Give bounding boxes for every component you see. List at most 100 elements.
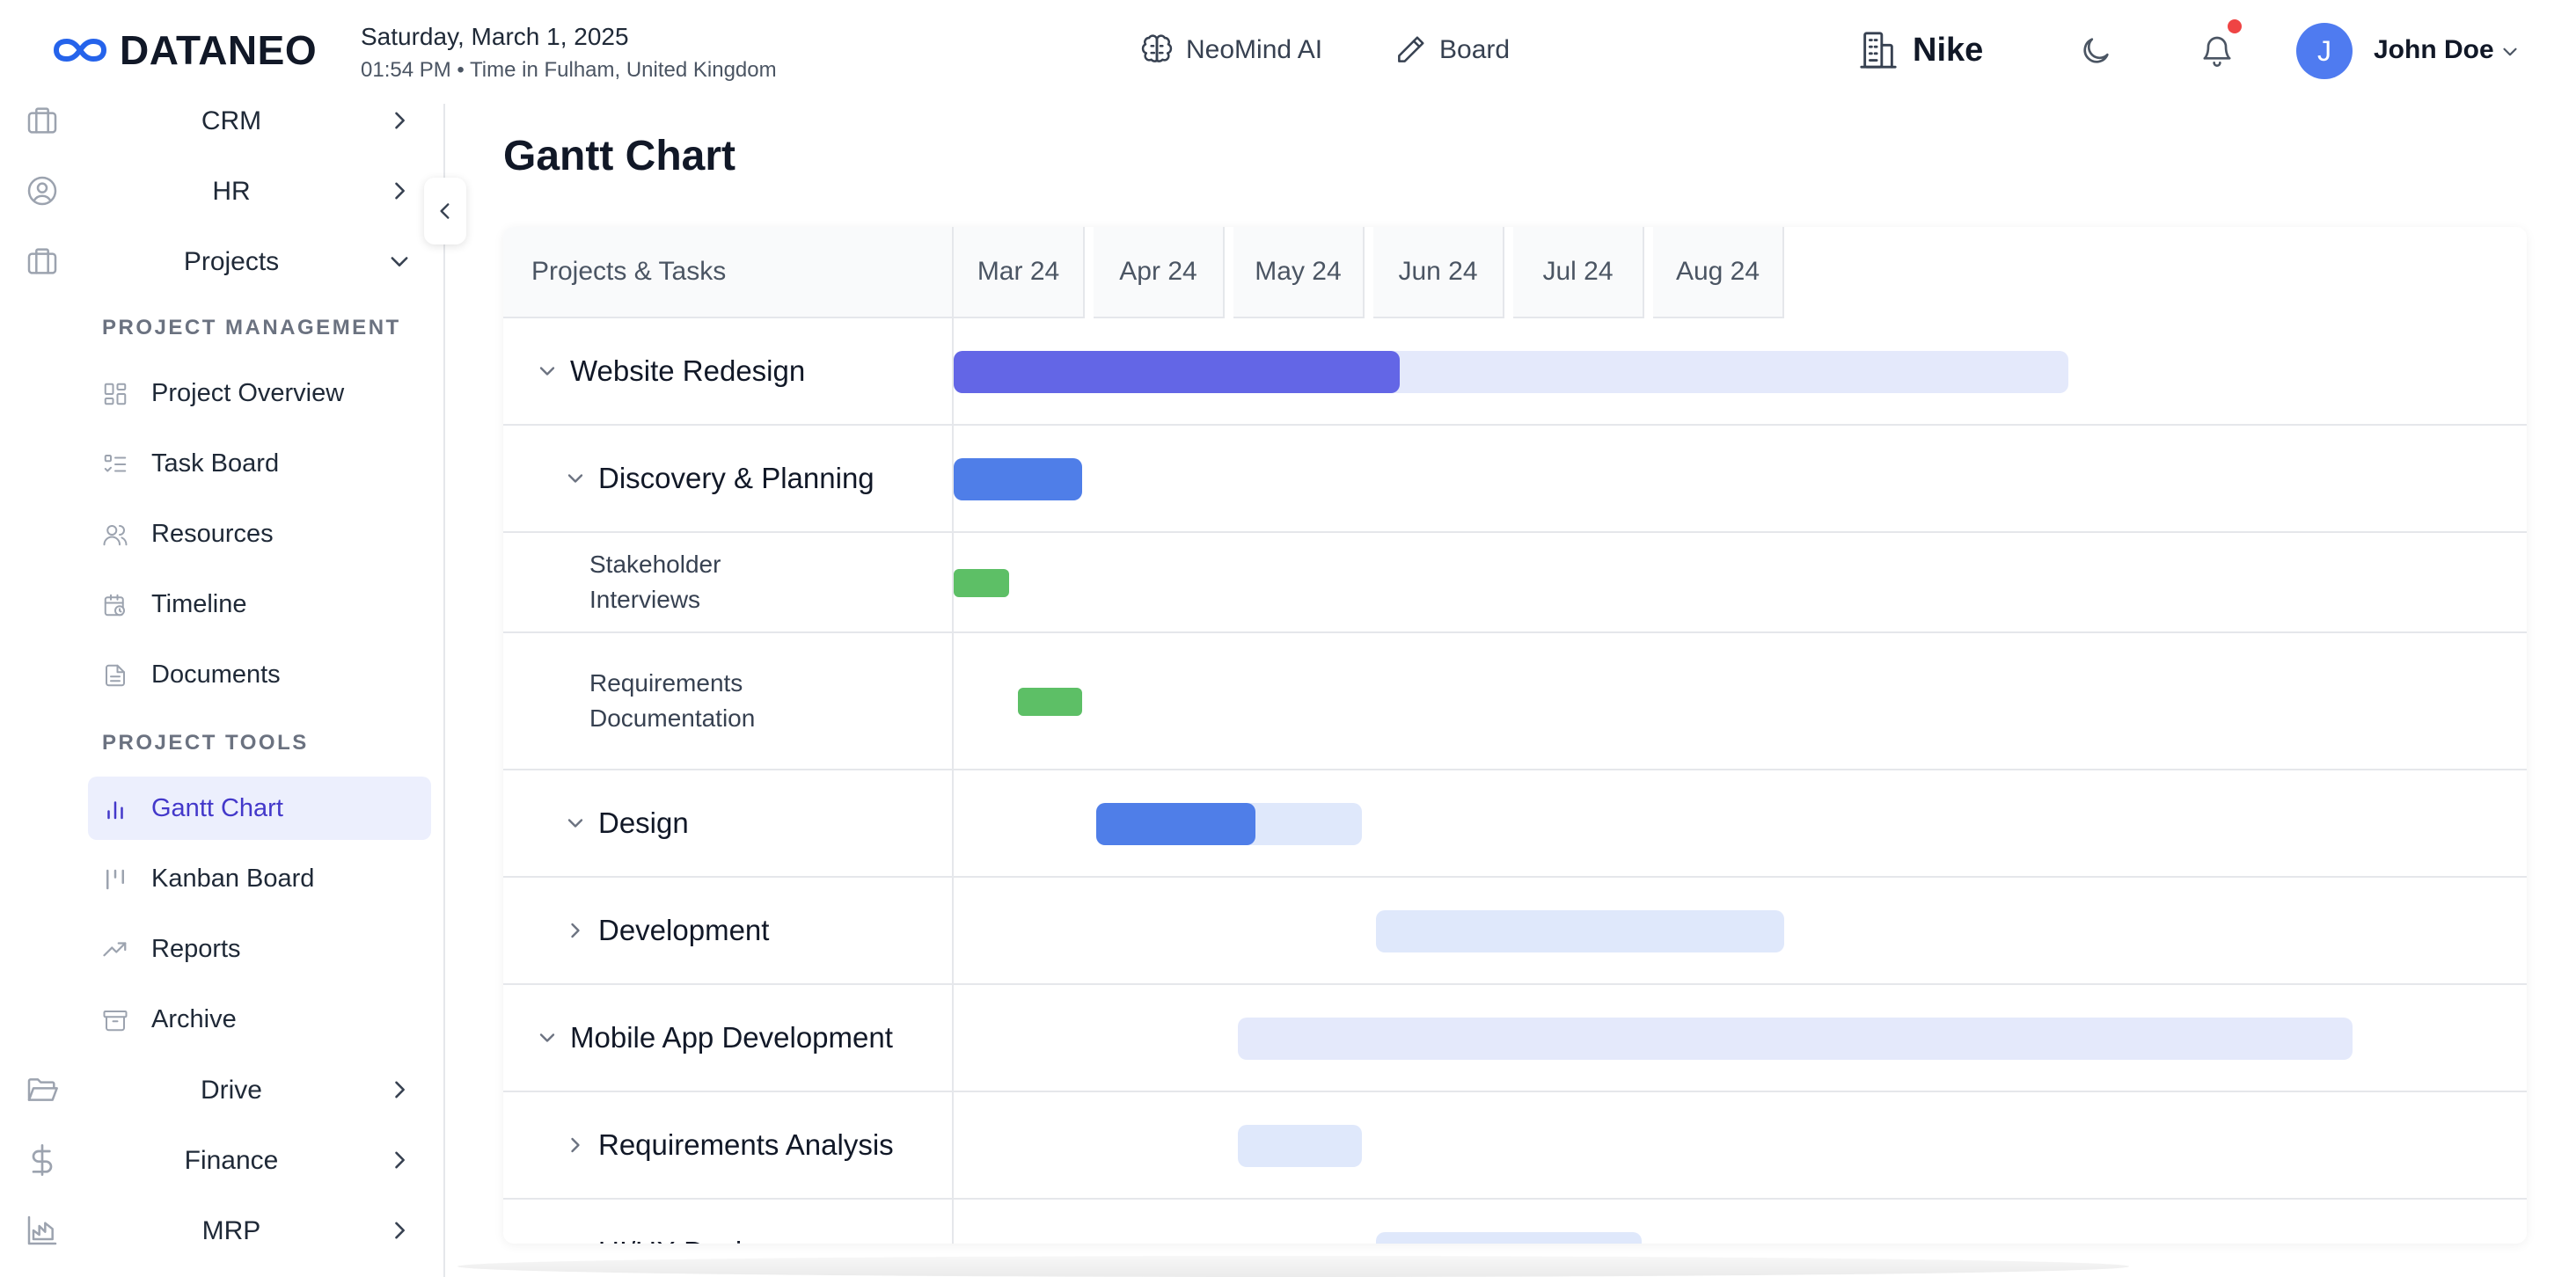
chevron-left-icon	[440, 203, 450, 219]
dataneo-logo[interactable]: DATANEO	[53, 26, 317, 74]
user-name[interactable]: John Doe	[2374, 35, 2494, 64]
chevron-right-icon	[395, 1222, 405, 1239]
gantt-bar[interactable]	[1238, 1018, 2353, 1060]
chevron-down-icon[interactable]	[535, 1025, 560, 1050]
gantt-task-cell: UI/UX Design	[503, 1200, 954, 1244]
sidebar-item-documents[interactable]: Documents	[88, 643, 431, 706]
bar-chart-icon	[107, 801, 123, 820]
sidebar-module-hr[interactable]: HR	[0, 164, 445, 217]
sidebar-module-projects[interactable]: Projects	[0, 235, 445, 288]
gantt-task-cell: Requirements Documentation	[503, 633, 954, 769]
chevron-down-icon[interactable]	[563, 466, 588, 491]
gantt-task-label: Development	[598, 914, 770, 946]
sidebar-item-label: Kanban Board	[151, 865, 315, 893]
company-switcher[interactable]: Nike	[1858, 30, 1983, 70]
gantt-bar[interactable]	[1017, 688, 1082, 716]
gantt-row[interactable]: Requirements Documentation	[503, 633, 2527, 770]
gantt-task-label: Website Redesign	[570, 354, 806, 387]
users-icon	[103, 525, 128, 546]
sidebar-item-task-board[interactable]: Task Board	[88, 432, 431, 495]
sidebar-module-finance[interactable]: Finance	[0, 1134, 445, 1186]
gantt-month-header: Aug 24	[1653, 227, 1784, 318]
board-link[interactable]: Board	[1394, 33, 1510, 67]
board-label: Board	[1439, 35, 1511, 64]
sidebar-module-drive[interactable]: Drive	[0, 1063, 445, 1116]
gantt-task-label: Mobile App Development	[570, 1021, 893, 1054]
chevron-right-icon	[395, 1081, 405, 1098]
sidebar-module-mrp[interactable]: MRP	[0, 1204, 445, 1257]
briefcase-icon	[27, 248, 57, 274]
sidebar-module-label: HR	[212, 177, 251, 206]
sidebar-item-reports[interactable]: Reports	[88, 917, 431, 981]
sidebar-item-kanban-board[interactable]: Kanban Board	[88, 847, 431, 910]
chevron-right-icon[interactable]	[563, 1240, 588, 1244]
gantt-month-label: May 24	[1255, 257, 1342, 286]
scroll-shadow	[457, 1256, 2129, 1277]
gantt-bar-progress	[954, 458, 1082, 500]
gantt-bar[interactable]	[954, 569, 1009, 597]
gantt-row[interactable]: Stakeholder Interviews	[503, 533, 2527, 633]
current-time: 01:54 PM • Time in Fulham, United Kingdo…	[361, 58, 777, 82]
chevron-down-icon	[391, 257, 408, 266]
gantt-bar[interactable]	[1238, 1125, 1362, 1167]
folder-open-icon	[27, 1078, 58, 1101]
neomind-ai-link[interactable]: NeoMind AI	[1140, 33, 1322, 67]
sidebar-collapse-button[interactable]	[424, 178, 466, 244]
kanban-icon	[106, 869, 124, 890]
brain-icon	[1141, 34, 1173, 62]
gantt-bar-progress	[1095, 803, 1255, 845]
sidebar-item-timeline[interactable]: Timeline	[88, 573, 431, 636]
chevron-right-icon[interactable]	[563, 918, 588, 943]
gantt-row[interactable]: Discovery & Planning	[503, 426, 2527, 533]
gantt-bar[interactable]	[1375, 910, 1784, 952]
gantt-row[interactable]: UI/UX Design	[503, 1200, 2527, 1244]
gantt-month-header: May 24	[1233, 227, 1365, 318]
gantt-task-label: Discovery & Planning	[598, 462, 875, 494]
chevron-right-icon	[395, 1151, 405, 1169]
avatar[interactable]: J	[2296, 23, 2353, 79]
user-circle-icon	[27, 176, 57, 206]
sidebar-item-gantt-chart[interactable]: Gantt Chart	[88, 777, 431, 840]
gantt-task-cell: Development	[503, 878, 954, 983]
sidebar-item-resources[interactable]: Resources	[88, 502, 431, 566]
gantt-month-label: Apr 24	[1119, 257, 1197, 286]
sidebar-item-project-overview[interactable]: Project Overview	[88, 361, 431, 425]
gantt-bar-progress	[954, 351, 1400, 393]
sidebar-item-label: Archive	[151, 1005, 237, 1033]
page-title: Gantt Chart	[503, 133, 735, 179]
gantt-task-column-header: Projects & Tasks	[503, 227, 954, 318]
gantt-row[interactable]: Requirements Analysis	[503, 1092, 2527, 1200]
chevron-down-icon[interactable]	[563, 811, 588, 836]
chevron-down-icon[interactable]	[535, 359, 560, 383]
gantt-bar[interactable]	[1375, 1232, 1642, 1244]
gantt-task-label: Requirements Analysis	[598, 1128, 894, 1161]
briefcase-icon	[27, 107, 57, 134]
gantt-task-label: UI/UX Design	[598, 1236, 774, 1244]
gantt-row[interactable]: Website Redesign	[503, 318, 2527, 426]
gantt-task-cell: Requirements Analysis	[503, 1092, 954, 1198]
gantt-month-header: Mar 24	[954, 227, 1085, 318]
trending-up-icon	[103, 942, 127, 957]
gantt-month-label: Jul 24	[1542, 257, 1614, 286]
gantt-month-header: Jun 24	[1373, 227, 1504, 318]
moon-icon[interactable]	[2078, 33, 2113, 69]
gantt-task-cell: Stakeholder Interviews	[503, 533, 954, 631]
bell-icon[interactable]	[2199, 33, 2235, 69]
gantt-row[interactable]: Development	[503, 878, 2527, 985]
chevron-right-icon[interactable]	[563, 1133, 588, 1157]
current-date: Saturday, March 1, 2025	[361, 23, 629, 50]
sidebar-module-crm[interactable]: CRM	[0, 94, 445, 147]
sidebar-module-label: Projects	[183, 247, 280, 276]
sidebar-item-archive[interactable]: Archive	[88, 988, 431, 1051]
company-name: Nike	[1913, 31, 1984, 69]
building-icon	[1860, 32, 1897, 69]
gantt-row[interactable]: Design	[503, 770, 2527, 878]
chevron-down-icon[interactable]	[2499, 40, 2521, 63]
gantt-task-header-label: Projects & Tasks	[531, 257, 727, 286]
pencil-icon	[1398, 36, 1424, 62]
factory-icon	[27, 1215, 57, 1245]
gantt-row[interactable]: Mobile App Development	[503, 985, 2527, 1092]
gantt-task-cell: Discovery & Planning	[503, 426, 954, 531]
grid-icon	[104, 383, 127, 405]
gantt-month-label: Jun 24	[1398, 257, 1478, 286]
